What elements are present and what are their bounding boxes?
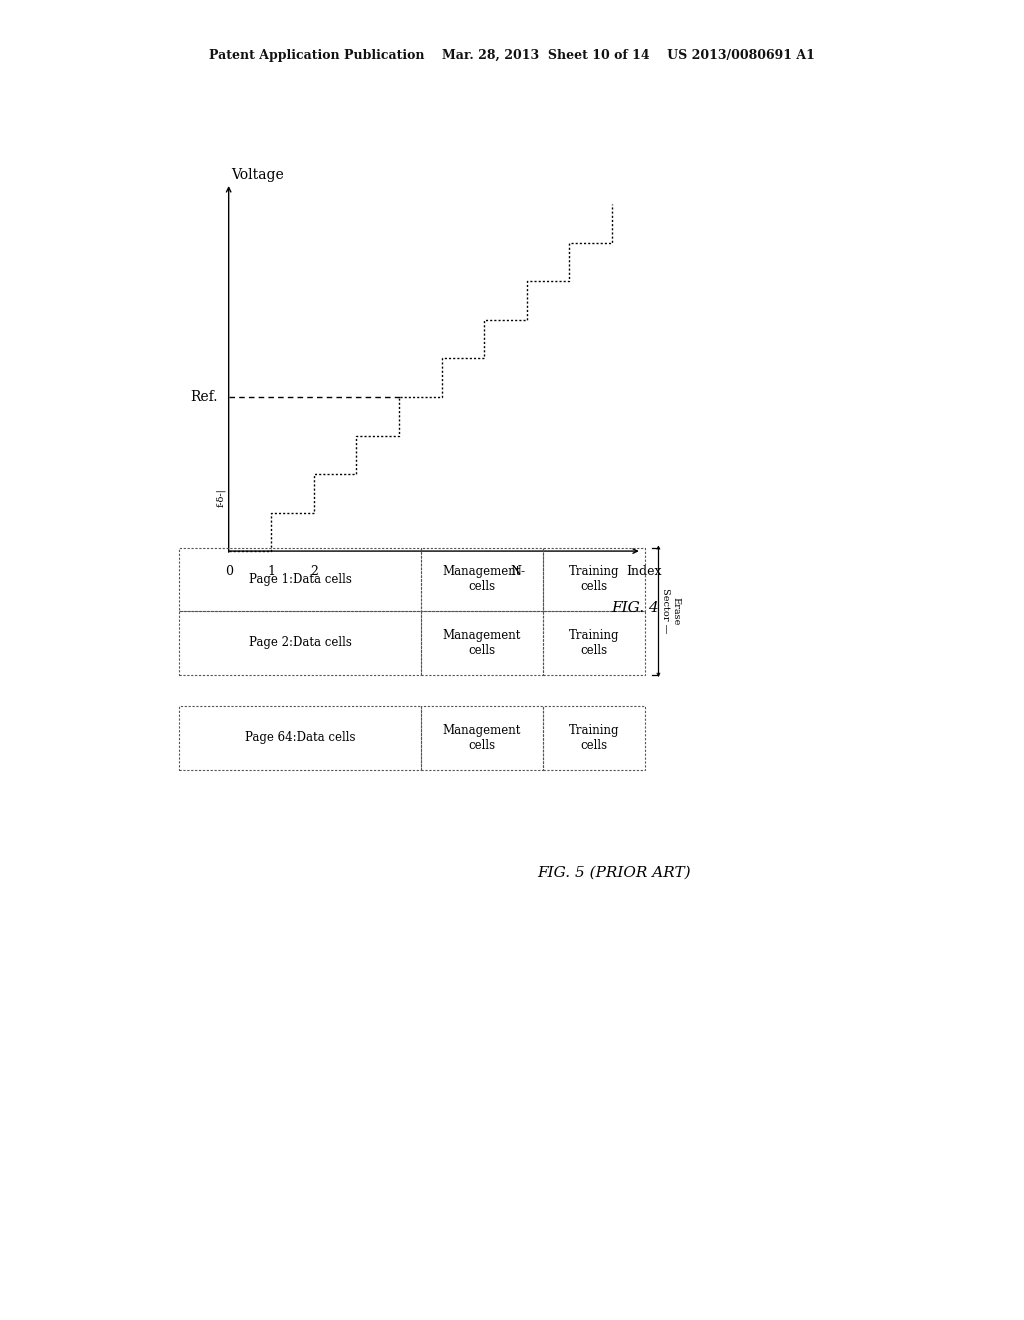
Text: Page 1:Data cells: Page 1:Data cells: [249, 573, 352, 586]
Text: Index: Index: [626, 565, 662, 578]
Text: 2: 2: [310, 565, 317, 578]
Text: FIG. 4: FIG. 4: [611, 601, 658, 615]
Text: Training
cells: Training cells: [568, 628, 620, 657]
Text: Training
cells: Training cells: [568, 723, 620, 752]
Text: Training
cells: Training cells: [568, 565, 620, 594]
Text: Erase
Sector —: Erase Sector —: [662, 589, 680, 634]
Text: Page 2:Data cells: Page 2:Data cells: [249, 636, 352, 649]
Text: Ref.: Ref.: [190, 389, 218, 404]
Text: FIG. 5 (PRIOR ART): FIG. 5 (PRIOR ART): [538, 866, 691, 880]
Text: Voltage: Voltage: [230, 169, 284, 182]
Text: Management
cells: Management cells: [442, 565, 521, 594]
Text: 1: 1: [267, 565, 275, 578]
Text: 0: 0: [224, 565, 232, 578]
Text: Patent Application Publication    Mar. 28, 2013  Sheet 10 of 14    US 2013/00806: Patent Application Publication Mar. 28, …: [209, 49, 815, 62]
Text: Page 64:Data cells: Page 64:Data cells: [245, 731, 355, 744]
Text: Management
cells: Management cells: [442, 723, 521, 752]
Text: f-δ-|: f-δ-|: [216, 487, 225, 507]
Text: Management
cells: Management cells: [442, 628, 521, 657]
Text: N-: N-: [511, 565, 525, 578]
